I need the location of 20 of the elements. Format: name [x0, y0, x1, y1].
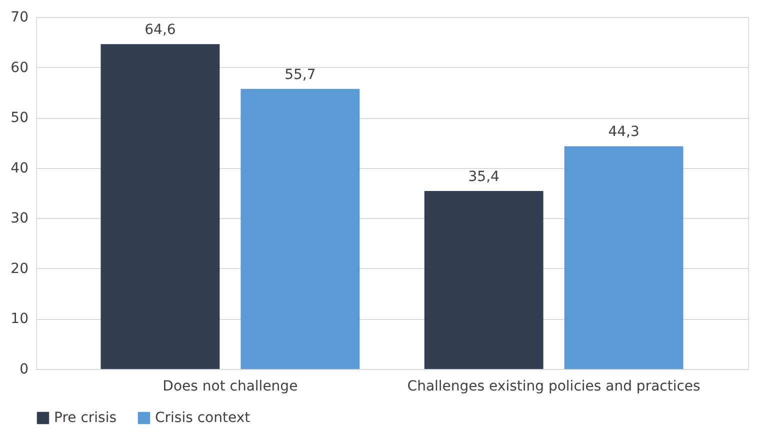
- y-tick-label: 10: [10, 311, 28, 328]
- legend-label: Pre crisis: [54, 410, 117, 426]
- bar: [424, 190, 544, 369]
- bar: [564, 146, 684, 369]
- data-label: 64,6: [144, 22, 176, 38]
- y-tick-label: 0: [20, 362, 28, 378]
- bar: [240, 88, 360, 369]
- x-tick-label: Challenges existing policies and practices: [407, 378, 700, 394]
- x-tick-label: Does not challenge: [162, 378, 298, 394]
- data-label: 44,3: [608, 124, 640, 140]
- y-tick-label: 40: [10, 160, 28, 176]
- data-label: 55,7: [284, 66, 316, 83]
- y-tick-label: 50: [10, 110, 28, 126]
- y-tick-label: 20: [10, 260, 28, 277]
- bar: [100, 44, 220, 369]
- y-tick-label: 60: [10, 60, 28, 76]
- legend-label: Crisis context: [155, 410, 251, 426]
- y-tick-label: 70: [10, 10, 28, 26]
- data-label: 35,4: [468, 168, 500, 185]
- y-tick-label: 30: [10, 210, 28, 227]
